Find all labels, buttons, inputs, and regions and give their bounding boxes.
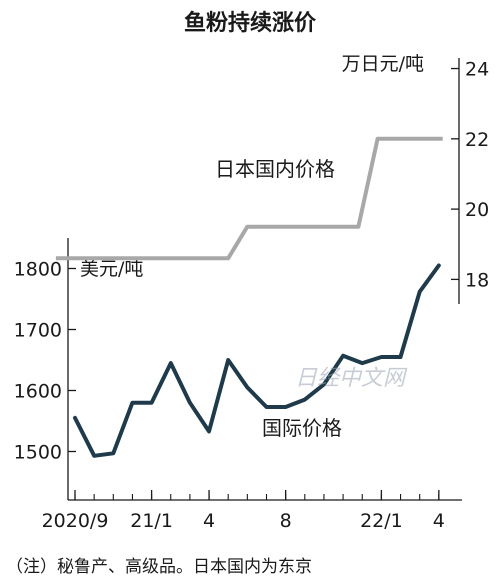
international-price-label: 国际价格 [262,416,342,440]
x-tick-label: 22/1 [360,510,403,532]
chart-title: 鱼粉持续涨价 [184,10,317,36]
x-tick-label: 21/1 [130,510,173,532]
left-tick-label: 1700 [14,320,62,342]
right-tick-label: 18 [465,269,489,291]
series-layer [55,136,443,458]
axes [67,58,462,501]
domestic-price-line [55,136,443,261]
left-tick-label: 1500 [14,442,62,464]
right-axis-unit: 万日元/吨 [342,53,424,75]
right-tick-label: 22 [465,129,489,151]
right-tick-label: 20 [465,199,489,221]
right-tick-label: 24 [465,59,489,81]
chart-note: （注）秘鲁产、高级品。日本国内为东京 [6,557,312,577]
left-tick-label: 1600 [14,381,62,403]
x-tick-label: 8 [280,510,292,532]
watermark: 日经中文网 [295,366,408,391]
x-tick-label: 4 [433,510,445,532]
x-tick-label: 2020/9 [42,510,109,532]
domestic-price-label: 日本国内价格 [215,157,335,181]
x-tick-label: 4 [203,510,215,532]
left-tick-label: 1800 [14,259,62,281]
ticks-layer: 1500 1600 1700 1800 18 20 22 24 2020/9 21/1 4 8 22/1… [14,59,490,532]
left-axis-unit: 美元/吨 [80,258,143,280]
international-price-line [73,263,441,458]
